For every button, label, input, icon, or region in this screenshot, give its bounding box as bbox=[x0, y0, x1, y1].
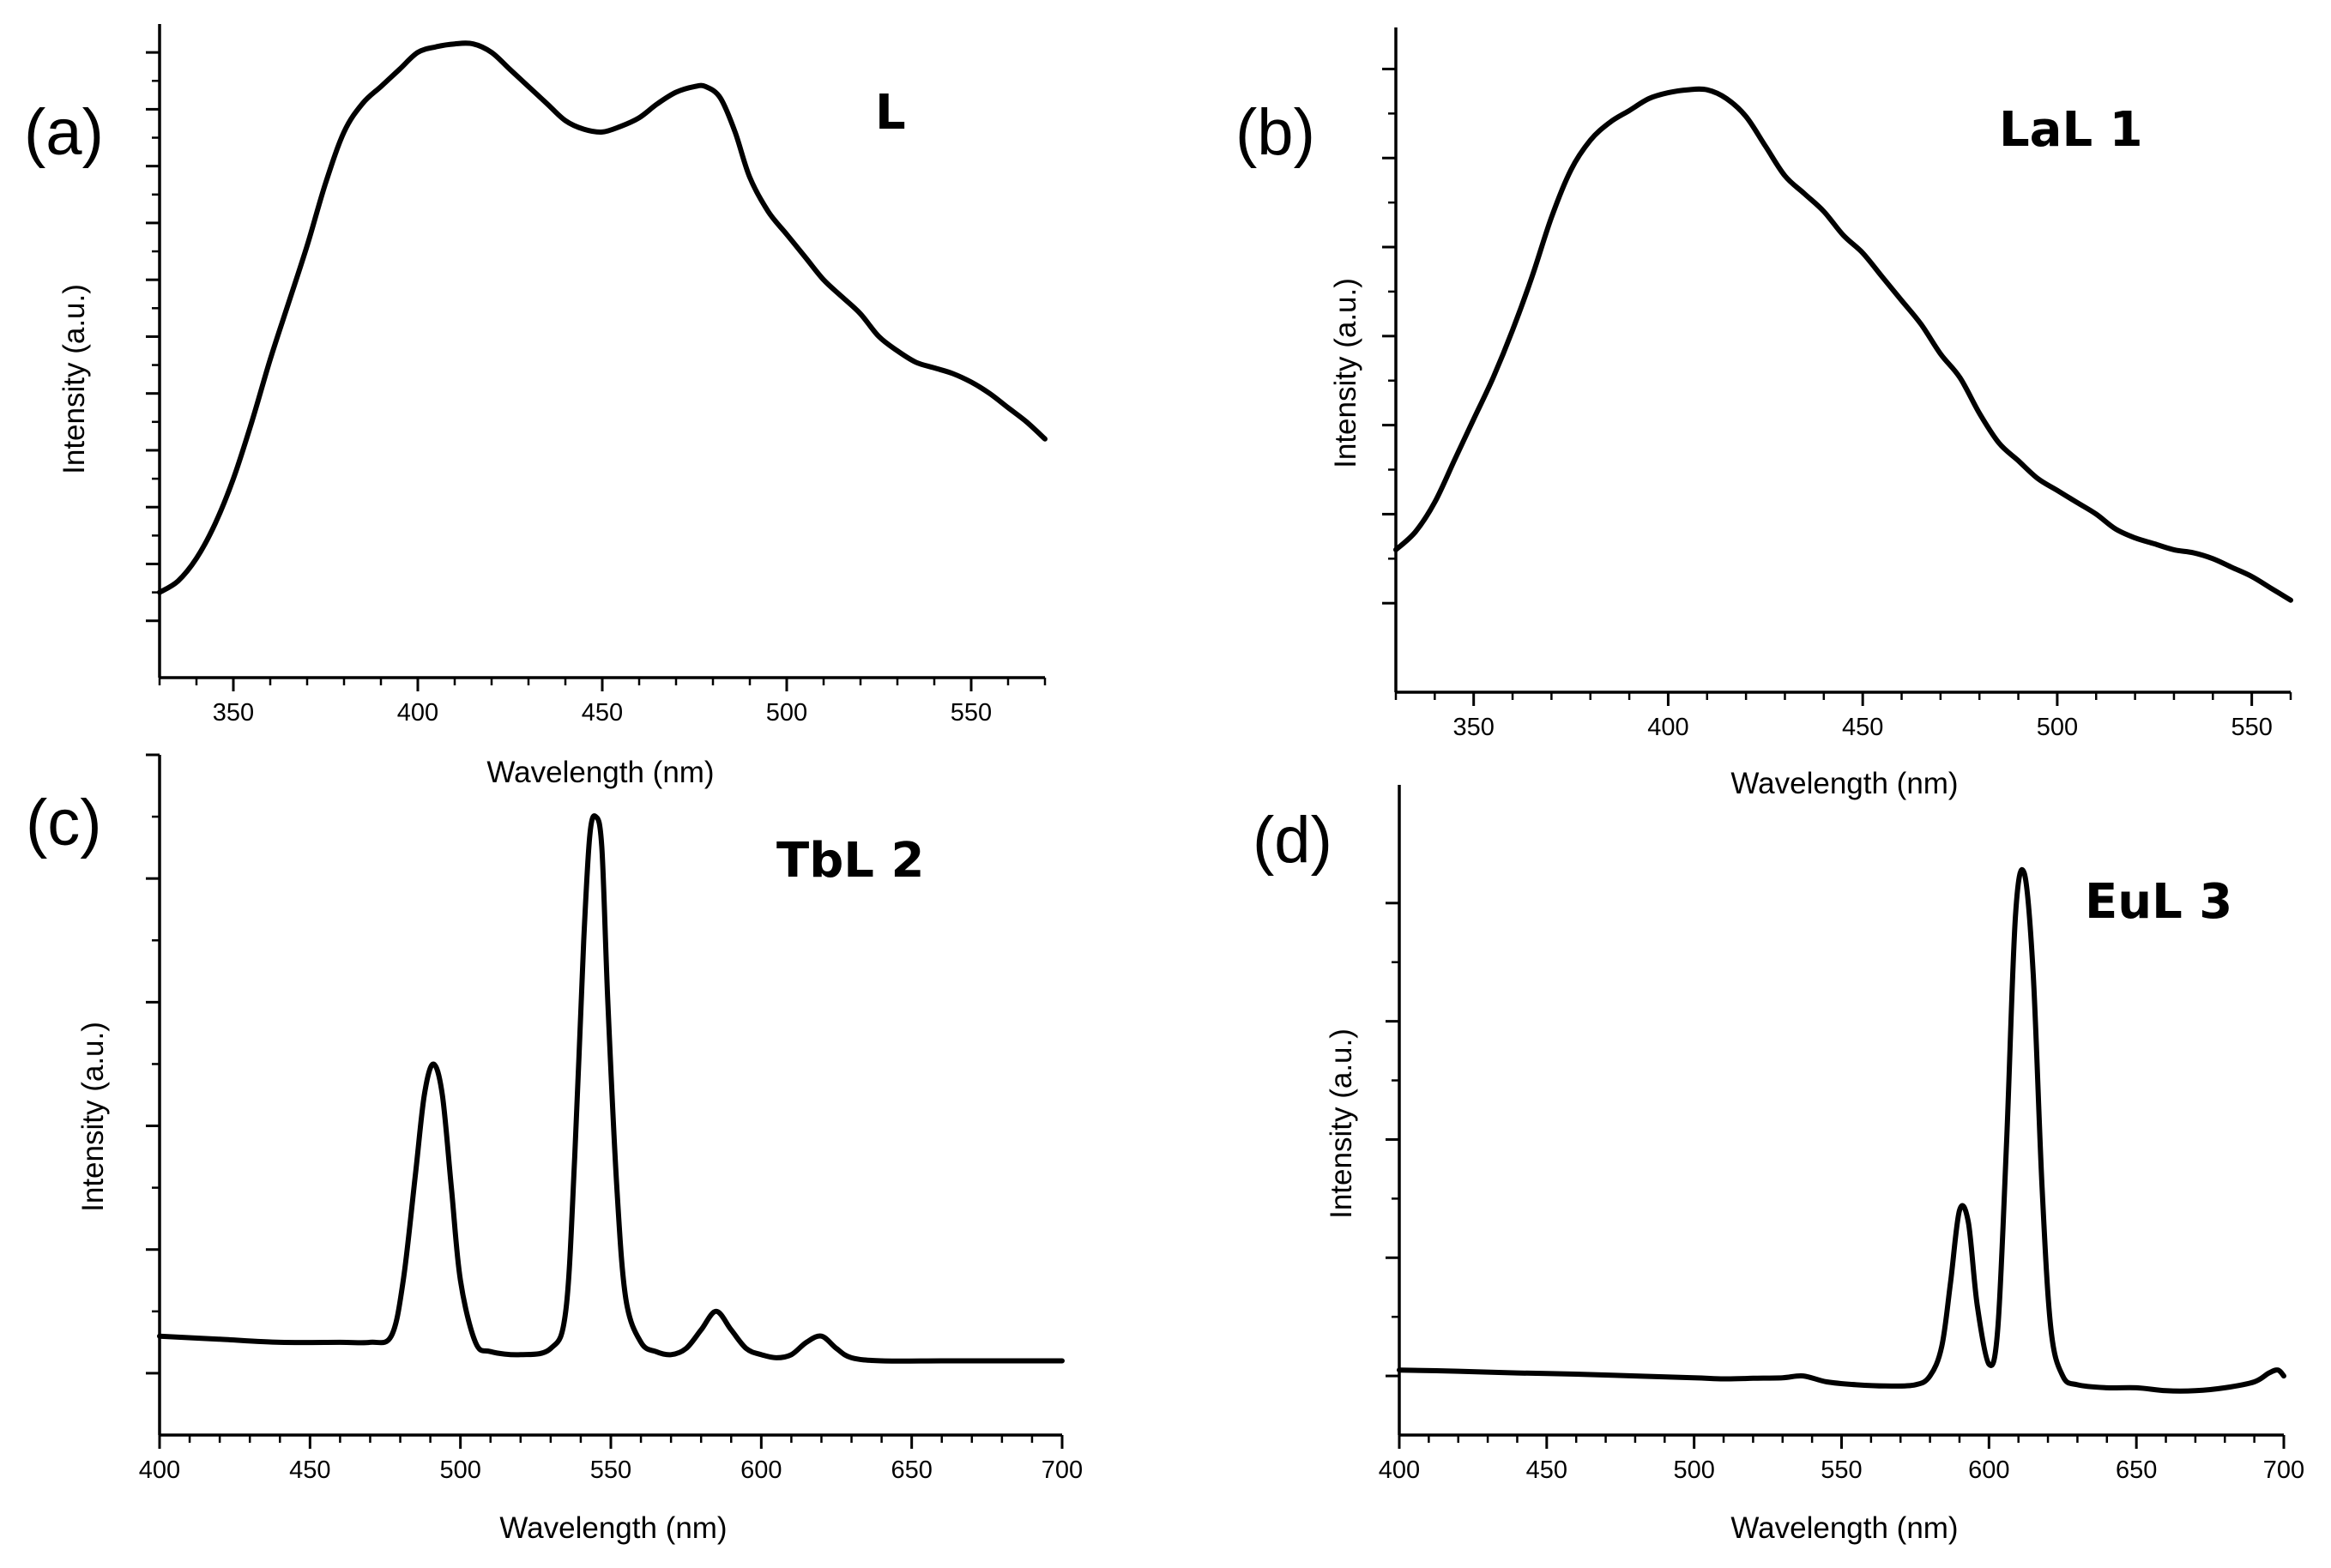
panel-a-label: (a) bbox=[24, 96, 104, 169]
panel-c: (c) TbL 2 Intensity (a.u.) Wavelength (n… bbox=[26, 753, 1083, 1545]
panel-d-label: (d) bbox=[1253, 804, 1332, 877]
panel-a-sample-label: L bbox=[875, 85, 906, 141]
panel-b-sample-label: LaL 1 bbox=[1999, 102, 2143, 158]
panel-b-x-axis-title: Wavelength (nm) bbox=[1730, 767, 1958, 800]
panel-a: (a) L Intensity (a.u.) Wavelength (nm) 3… bbox=[24, 24, 1048, 789]
panel-d-x-tick-label: 450 bbox=[1526, 1456, 1567, 1484]
panel-b-x-tick-label: 550 bbox=[2231, 714, 2272, 741]
panel-d-y-axis-title: Intensity (a.u.) bbox=[1325, 1028, 1358, 1219]
panel-b-x-tick-label: 400 bbox=[1647, 714, 1688, 741]
panel-c-x-tick-label: 650 bbox=[891, 1456, 932, 1484]
panel-d-x-tick-label: 550 bbox=[1821, 1456, 1862, 1484]
panel-a-x-tick-label: 400 bbox=[397, 699, 438, 727]
panel-d-x-tick-label: 600 bbox=[1968, 1456, 2009, 1484]
panel-d-x-tick-label: 500 bbox=[1673, 1456, 1714, 1484]
panel-c-x-axis-title: Wavelength (nm) bbox=[499, 1511, 727, 1545]
panel-c-x-tick-label: 700 bbox=[1042, 1456, 1083, 1484]
panel-b-x-tick-label: 500 bbox=[2037, 714, 2078, 741]
panel-c-spectrum-line bbox=[157, 813, 1065, 1364]
panel-b: (b) LaL 1 Intensity (a.u.) Wavelength (n… bbox=[1235, 27, 2293, 800]
panel-b-y-axis-title: Intensity (a.u.) bbox=[1329, 278, 1362, 468]
panel-a-x-tick-label: 550 bbox=[951, 699, 992, 727]
panel-b-label: (b) bbox=[1235, 96, 1315, 169]
panel-c-y-axis-title: Intensity (a.u.) bbox=[76, 1022, 110, 1212]
panel-c-label: (c) bbox=[26, 787, 102, 859]
panel-c-x-tick-label: 450 bbox=[289, 1456, 330, 1484]
panel-c-x-tick-label: 400 bbox=[139, 1456, 180, 1484]
panel-c-sample-label: TbL 2 bbox=[776, 833, 924, 889]
panel-b-spectrum-line bbox=[1393, 86, 2293, 603]
panel-a-y-axis-title: Intensity (a.u.) bbox=[57, 284, 91, 474]
panel-a-x-tick-label: 350 bbox=[213, 699, 254, 727]
panel-d-sample-label: EuL 3 bbox=[2085, 874, 2232, 930]
panel-b-x-tick-label: 350 bbox=[1453, 714, 1495, 741]
panel-a-x-tick-label: 450 bbox=[582, 699, 623, 727]
panel-d-x-tick-label: 400 bbox=[1379, 1456, 1420, 1484]
panel-d-x-tick-label: 700 bbox=[2263, 1456, 2304, 1484]
panel-c-x-tick-label: 600 bbox=[740, 1456, 782, 1484]
panel-b-x-tick-label: 450 bbox=[1842, 714, 1883, 741]
panel-c-x-tick-label: 550 bbox=[590, 1456, 631, 1484]
panel-a-spectrum-line bbox=[157, 40, 1048, 595]
panel-a-x-tick-label: 500 bbox=[766, 699, 807, 727]
panel-c-x-tick-label: 500 bbox=[439, 1456, 480, 1484]
panel-a-x-axis-title: Wavelength (nm) bbox=[486, 756, 714, 789]
panel-d: (d) EuL 3 Intensity (a.u.) Wavelength (n… bbox=[1253, 785, 2304, 1545]
panel-d-x-axis-title: Wavelength (nm) bbox=[1730, 1511, 1958, 1545]
panel-d-spectrum-line bbox=[1397, 866, 2286, 1394]
panel-d-x-tick-label: 650 bbox=[2116, 1456, 2157, 1484]
